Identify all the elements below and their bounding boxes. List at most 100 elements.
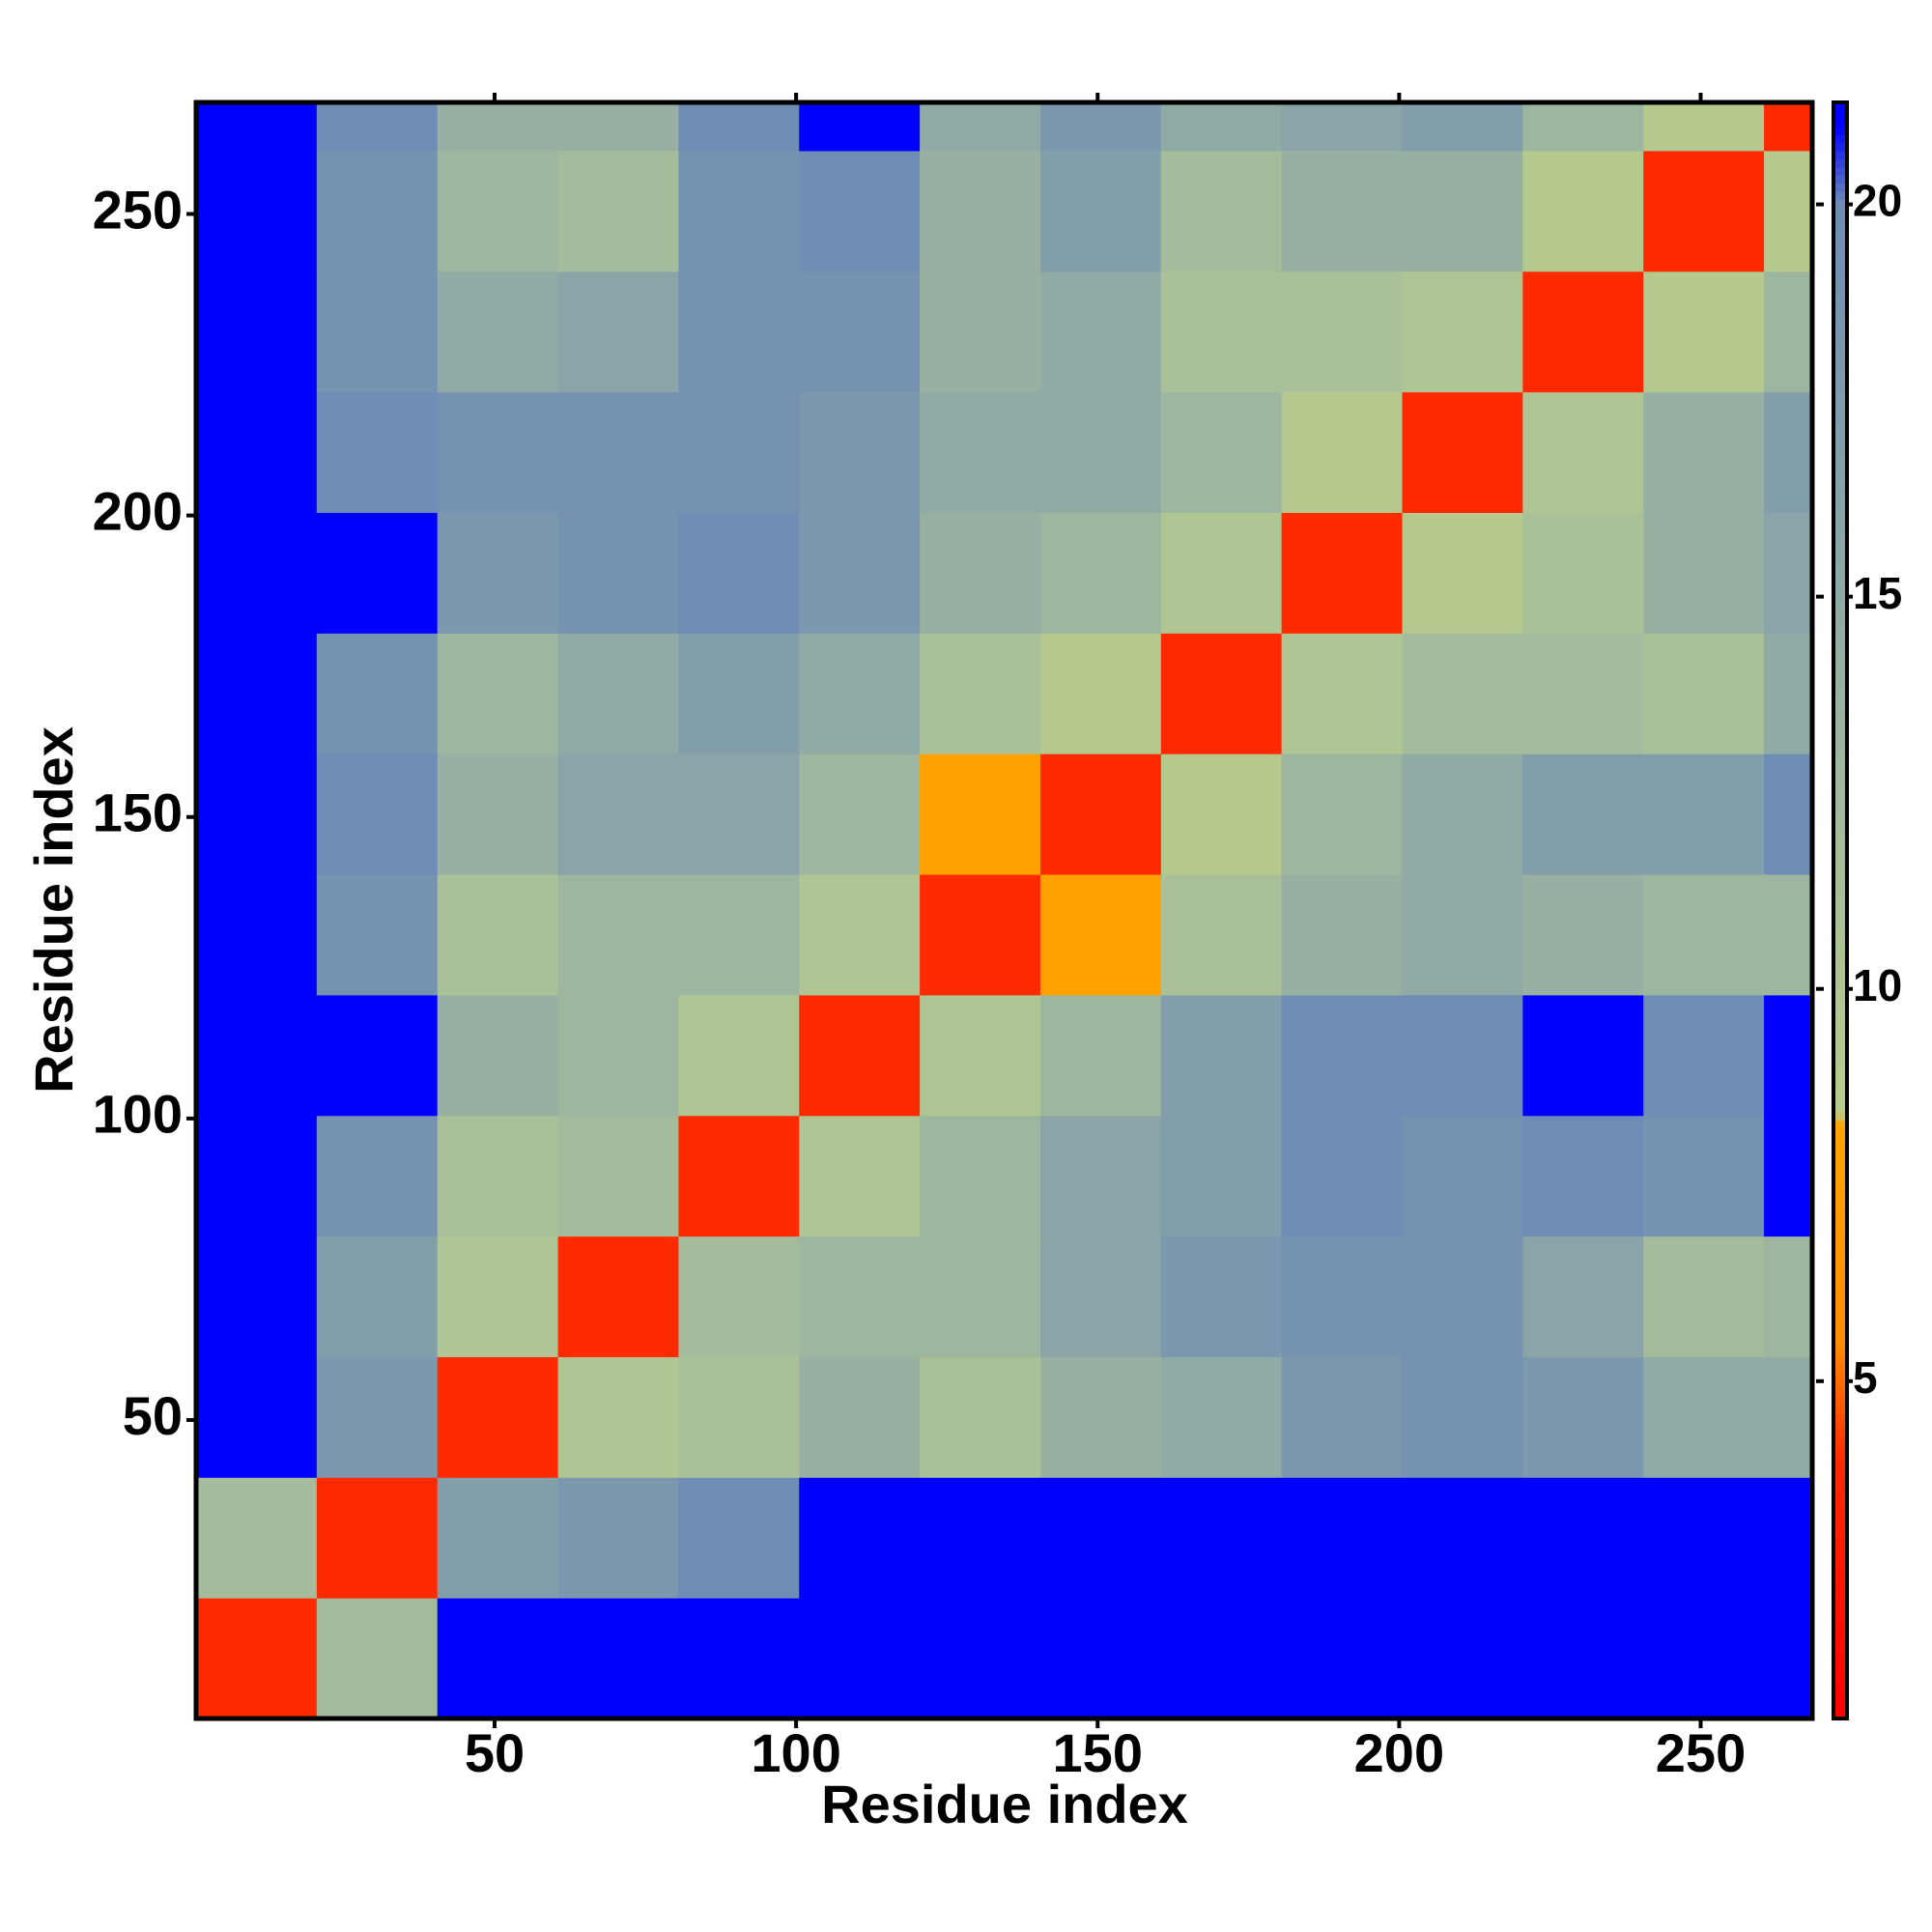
colorbar-segment <box>1833 1184 1847 1194</box>
heatmap-cell <box>437 150 559 272</box>
colorbar-segment <box>1833 1282 1847 1292</box>
heatmap-cell <box>1764 512 1813 634</box>
colorbar-segment <box>1833 1071 1847 1081</box>
colorbar-segment <box>1833 409 1847 418</box>
colorbar-segment <box>1833 433 1847 442</box>
colorbar-segment <box>1833 902 1847 912</box>
heatmap-cell <box>799 1598 921 1719</box>
heatmap-cell <box>1402 633 1523 754</box>
colorbar-segment <box>1833 975 1847 984</box>
colorbar-segment <box>1833 724 1847 734</box>
colorbar-segment <box>1833 756 1847 766</box>
colorbar-segment <box>1833 1007 1847 1016</box>
colorbar-segment <box>1833 353 1847 362</box>
colorbar-segment <box>1833 869 1847 879</box>
heatmap-cell <box>1160 102 1283 152</box>
colorbar-segment <box>1833 1362 1847 1372</box>
colorbar-segment <box>1833 1039 1847 1049</box>
y-tick-label: 150 <box>93 782 183 843</box>
heatmap-cell <box>1039 874 1162 996</box>
heatmap-cell <box>196 270 318 393</box>
colorbar-segment <box>1833 199 1847 209</box>
heatmap-cell <box>437 102 559 152</box>
colorbar-segment <box>1833 805 1847 814</box>
colorbar-segment <box>1833 547 1847 556</box>
heatmap-cell <box>1643 1356 1765 1478</box>
heatmap-cell <box>316 1598 439 1719</box>
colorbar-segment <box>1833 749 1847 758</box>
heatmap-cell <box>1160 874 1283 996</box>
colorbar-segment <box>1833 1621 1847 1631</box>
colorbar-segment <box>1833 1508 1847 1518</box>
heatmap-cell <box>1764 270 1813 393</box>
x-tick-label: 200 <box>1354 1722 1444 1783</box>
colorbar-segment <box>1833 490 1847 499</box>
heatmap-cell <box>437 1115 559 1237</box>
heatmap-cell <box>557 391 679 513</box>
colorbar-segment <box>1833 1565 1847 1575</box>
colorbar-segment <box>1833 1306 1847 1316</box>
colorbar-segment <box>1833 1532 1847 1542</box>
heatmap-cell <box>1643 391 1765 513</box>
y-tick-label: 50 <box>123 1385 183 1446</box>
heatmap-cell <box>437 270 559 393</box>
colorbar-segment <box>1833 449 1847 459</box>
heatmap-cell <box>196 1477 318 1599</box>
heatmap-cell <box>799 633 921 754</box>
colorbar-segment <box>1833 401 1847 411</box>
colorbar-segment <box>1833 716 1847 725</box>
colorbar-segment <box>1833 982 1847 992</box>
colorbar-segment <box>1833 999 1847 1009</box>
colorbar-segment <box>1833 1104 1847 1114</box>
colorbar-segment <box>1833 579 1847 588</box>
heatmap-cell <box>196 874 318 996</box>
colorbar-segment <box>1833 878 1847 888</box>
x-tick-label: 150 <box>1053 1722 1143 1783</box>
colorbar-segment <box>1833 1120 1847 1129</box>
heatmap-cell <box>920 1477 1041 1599</box>
colorbar-segment <box>1833 611 1847 620</box>
heatmap-cell <box>1643 753 1765 875</box>
heatmap-cell <box>799 512 921 634</box>
heatmap-cell <box>1039 1356 1162 1478</box>
heatmap-cell <box>1281 102 1404 152</box>
heatmap-cell <box>437 874 559 996</box>
heatmap-cell <box>316 874 439 996</box>
colorbar-segment <box>1833 1354 1847 1364</box>
heatmap-cell <box>1643 150 1765 272</box>
colorbar-segment <box>1833 1265 1847 1275</box>
colorbar-segment <box>1833 692 1847 701</box>
colorbar-segment <box>1833 1314 1847 1323</box>
colorbar-segment <box>1833 344 1847 354</box>
colorbar-segment <box>1833 369 1847 379</box>
colorbar-segment <box>1833 1637 1847 1647</box>
heatmap-cell <box>196 1236 318 1357</box>
colorbar-tick-label: 15 <box>1853 568 1902 618</box>
heatmap-cell <box>799 1115 921 1237</box>
colorbar-segment <box>1833 660 1847 669</box>
y-tick-label: 200 <box>93 480 183 541</box>
colorbar-segment <box>1833 280 1847 289</box>
heatmap-cell <box>196 994 318 1117</box>
colorbar-segment <box>1833 1145 1847 1154</box>
heatmap-cell <box>1522 270 1644 393</box>
heatmap-cell <box>196 512 318 634</box>
colorbar-segment <box>1833 1654 1847 1663</box>
colorbar-segment <box>1833 1662 1847 1671</box>
colorbar-segment <box>1833 586 1847 596</box>
heatmap-cell <box>920 512 1041 634</box>
colorbar-segment <box>1833 1540 1847 1549</box>
colorbar-segment <box>1833 700 1847 709</box>
colorbar-segment <box>1833 1128 1847 1138</box>
heatmap-cell <box>1281 753 1404 875</box>
heatmap-cell <box>316 753 439 875</box>
heatmap-cell <box>437 753 559 875</box>
colorbar-segment <box>1833 1686 1847 1695</box>
heatmap-cell <box>557 512 679 634</box>
colorbar-segment <box>1833 1234 1847 1243</box>
heatmap-cell <box>1522 633 1644 754</box>
heatmap-cell <box>920 633 1041 754</box>
colorbar-segment <box>1833 764 1847 774</box>
colorbar-segment <box>1833 1427 1847 1436</box>
colorbar-segment <box>1833 538 1847 548</box>
